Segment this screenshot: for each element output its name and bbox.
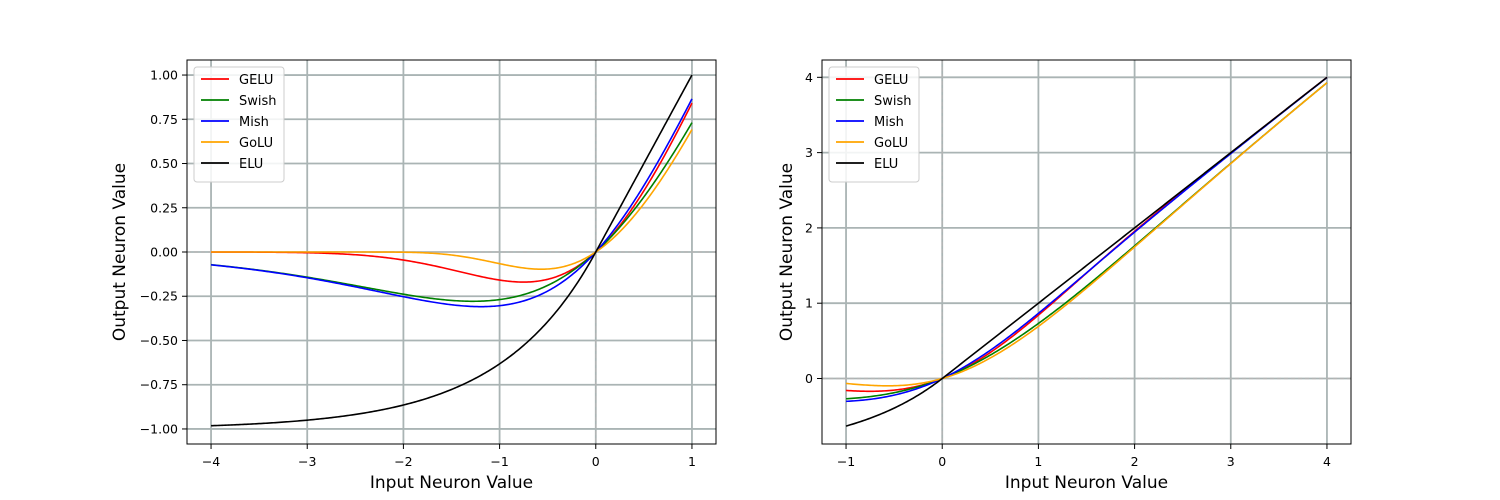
x-tick-label: 0	[592, 454, 600, 469]
legend-label-gelu: GELU	[874, 73, 908, 88]
x-tick-label: 1	[688, 454, 696, 469]
y-tick-label: 1.00	[150, 68, 178, 83]
legend-box	[193, 66, 285, 183]
series-line-mish	[210, 98, 693, 308]
legend-label-golu: GoLU	[874, 136, 908, 151]
legend-label-swish: Swish	[239, 94, 277, 109]
y-tick-label: −0.50	[140, 333, 178, 348]
legend-label-elu: ELU	[874, 157, 898, 172]
y-axis-title: Output Neuron Value	[110, 163, 130, 341]
x-tick-label: 1	[1034, 454, 1042, 469]
legend-label-mish: Mish	[874, 115, 904, 130]
series-line-elu	[845, 76, 1328, 427]
legend-label-golu: GoLU	[239, 136, 273, 151]
x-tick-label: 0	[938, 454, 946, 469]
series-line-golu	[845, 82, 1328, 387]
y-tick-label: −0.25	[140, 289, 178, 304]
legend-box	[828, 66, 920, 183]
y-tick-label: 2	[805, 220, 813, 235]
x-tick-label: −2	[394, 454, 412, 469]
right-chart-panel: −1 0 1 2 3 4 0 1 2 3 4 Input Neuron Value Output Neu…	[777, 59, 1352, 493]
left-chart-panel: −4 −3 −2 −1 0 1 −1.00 −0.75 −0.50 −0.25 0.00 0.25 0.…	[110, 59, 717, 493]
legend-label-swish: Swish	[874, 94, 912, 109]
series-line-elu	[211, 74, 693, 427]
y-tick-label: 0.00	[150, 245, 178, 260]
y-tick-label: 4	[805, 70, 813, 85]
legend-label-elu: ELU	[239, 157, 263, 172]
x-tick-label: −4	[202, 454, 220, 469]
legend-label-gelu: GELU	[239, 73, 273, 88]
y-tick-label: 0.25	[150, 200, 178, 215]
y-axis-title: Output Neuron Value	[777, 163, 797, 341]
series-line-golu	[211, 129, 693, 271]
x-axis-title: Input Neuron Value	[370, 473, 533, 493]
y-tick-label: −1.00	[140, 421, 178, 436]
legend-label-mish: Mish	[239, 115, 269, 130]
x-tick-label: −3	[298, 454, 316, 469]
x-axis-title: Input Neuron Value	[1005, 473, 1168, 493]
y-tick-label: 3	[805, 145, 813, 160]
y-tick-label: −0.75	[140, 377, 178, 392]
x-tick-label: −1	[837, 454, 855, 469]
x-tick-label: 4	[1323, 454, 1331, 469]
y-tick-label: 0.75	[150, 112, 178, 127]
y-tick-label: 0.50	[150, 156, 178, 171]
y-tick-label: 0	[805, 371, 813, 386]
x-tick-label: 3	[1227, 454, 1235, 469]
x-tick-label: −1	[490, 454, 508, 469]
x-tick-label: 2	[1131, 454, 1139, 469]
axes-frame	[821, 59, 1352, 445]
y-tick-label: 1	[805, 296, 813, 311]
